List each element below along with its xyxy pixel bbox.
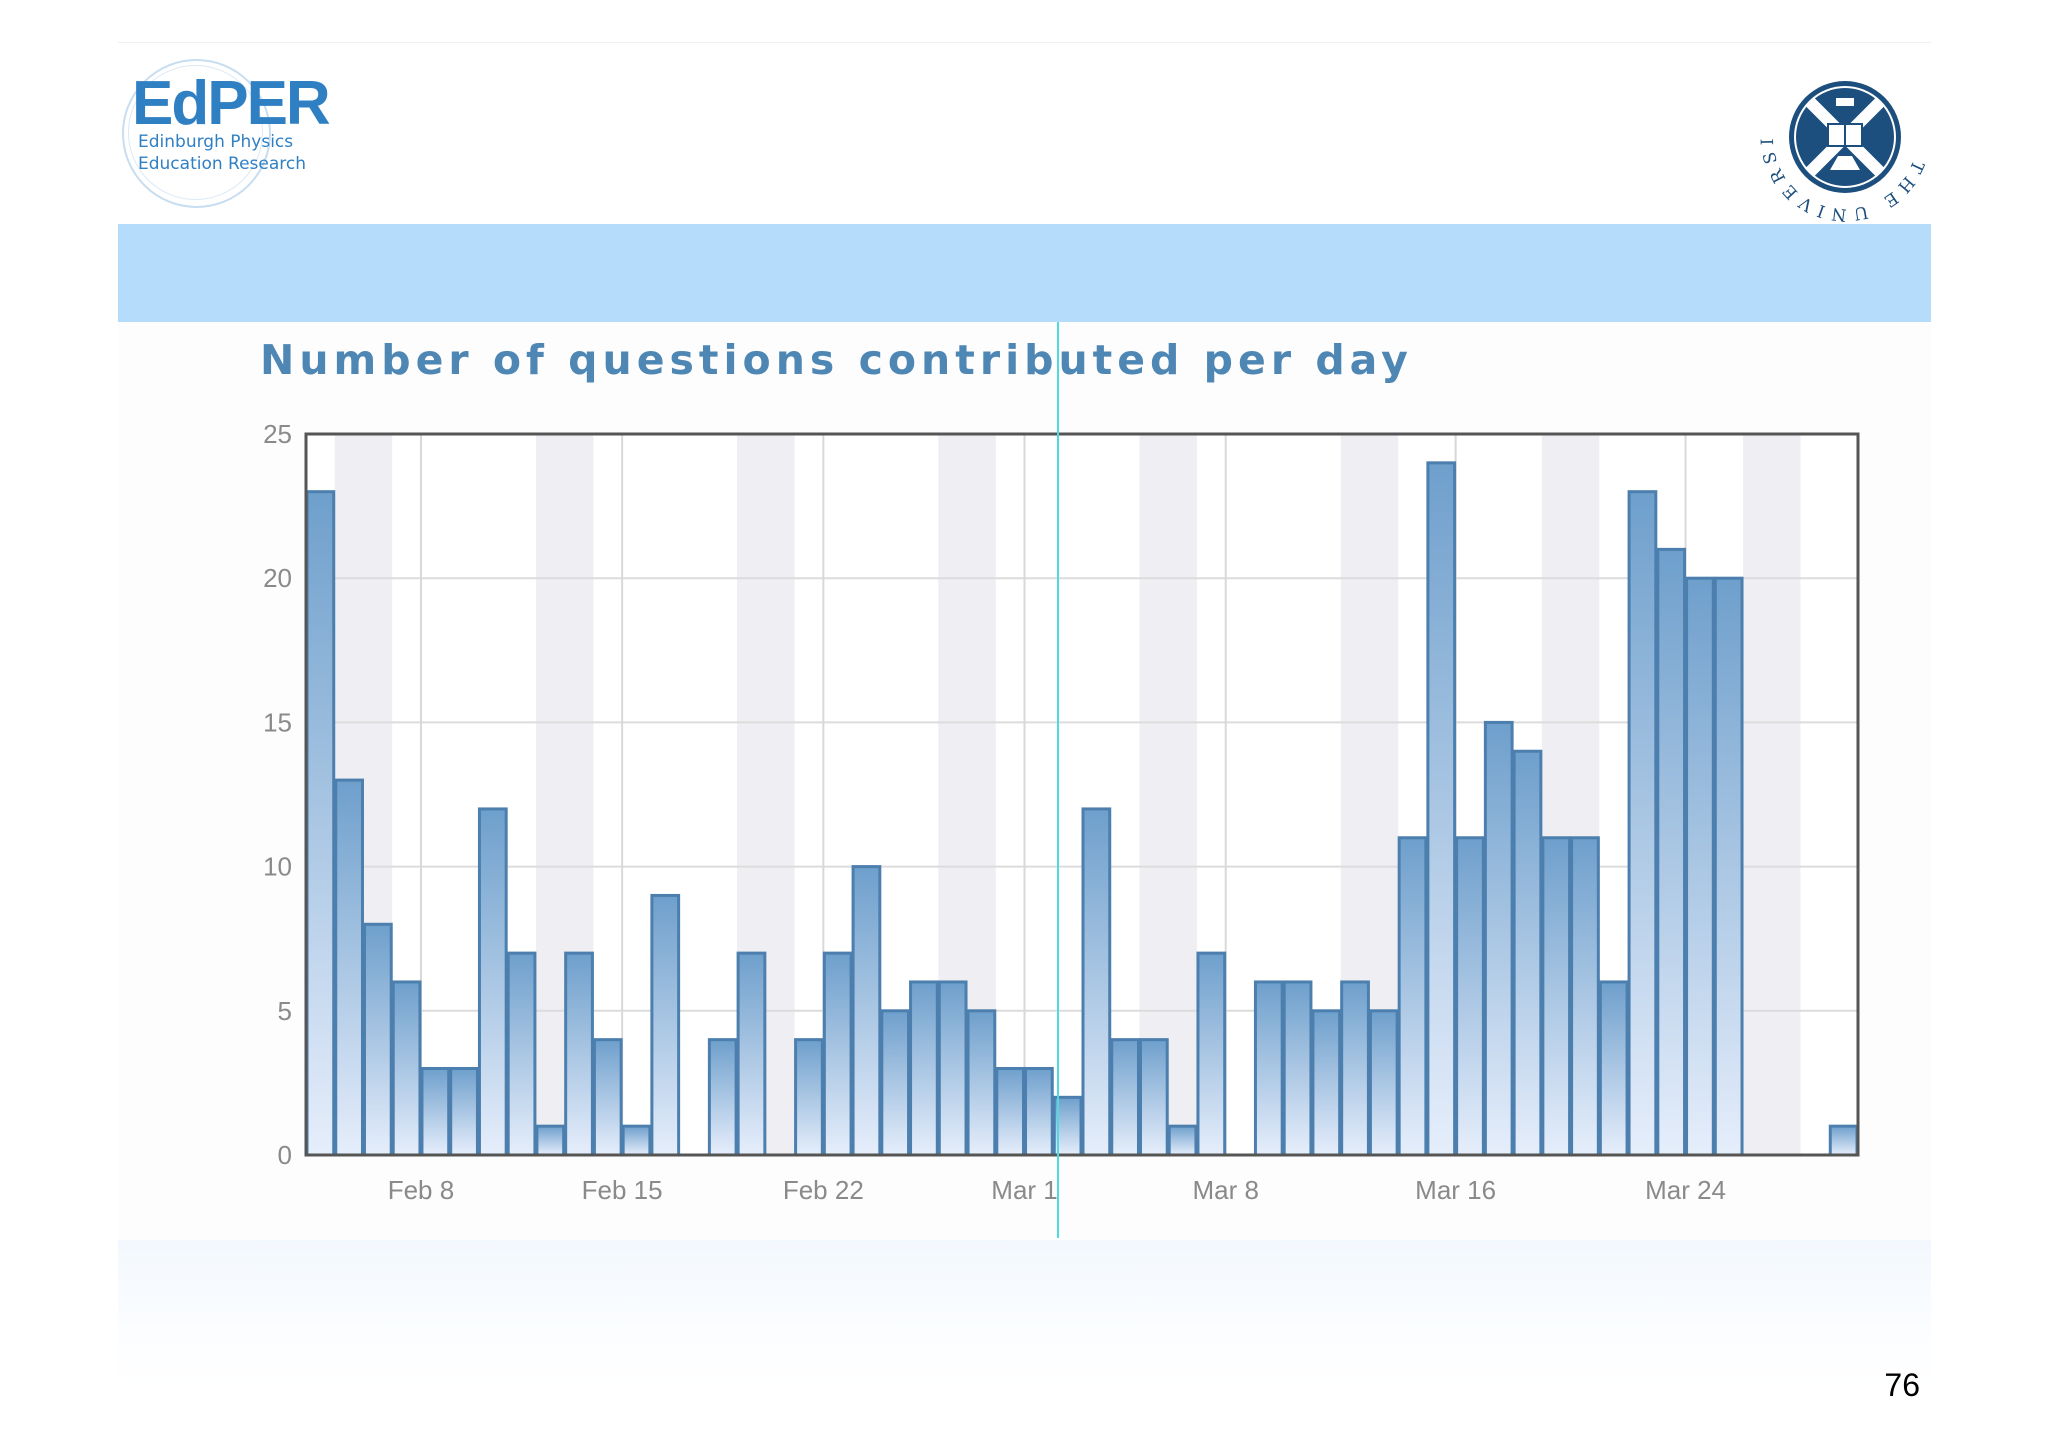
bar bbox=[1685, 576, 1715, 1157]
bar bbox=[420, 1066, 451, 1157]
chart-title: Number of questions contributed per day bbox=[260, 336, 1413, 384]
bar bbox=[1713, 576, 1744, 1157]
bar bbox=[650, 893, 681, 1157]
bar bbox=[1397, 836, 1428, 1157]
x-tick-label: Feb 8 bbox=[388, 1175, 455, 1205]
y-tick-label: 15 bbox=[263, 707, 292, 737]
plot-frame bbox=[304, 432, 1860, 1157]
bar bbox=[1253, 980, 1284, 1157]
bar bbox=[334, 778, 364, 1157]
x-tick-label: Mar 8 bbox=[1192, 1175, 1258, 1205]
bar bbox=[391, 980, 422, 1157]
bar bbox=[1426, 461, 1457, 1157]
bar bbox=[535, 1124, 566, 1157]
edper-logo-line1: Edinburgh Physics bbox=[138, 132, 294, 152]
bar bbox=[1311, 1009, 1342, 1157]
bar bbox=[1081, 807, 1112, 1157]
axes bbox=[304, 432, 1860, 1157]
bar bbox=[1368, 1009, 1399, 1157]
bar bbox=[1598, 980, 1629, 1157]
bar bbox=[1138, 1038, 1169, 1157]
bar bbox=[736, 951, 767, 1157]
edper-logo-line2: Education Research bbox=[138, 154, 307, 174]
edper-logo-ring bbox=[122, 59, 271, 208]
y-tick-label: 0 bbox=[278, 1140, 292, 1170]
top-rule bbox=[118, 42, 1931, 43]
weekend-band bbox=[1139, 434, 1197, 1155]
bar bbox=[1627, 490, 1658, 1157]
bar bbox=[1656, 547, 1687, 1157]
bar bbox=[1110, 1038, 1140, 1157]
y-tick-label: 10 bbox=[263, 852, 292, 882]
edper-logo-subtitle: Edinburgh Physics Education Research bbox=[138, 131, 306, 175]
tick-labels: 0 5 10 15 20 25 Feb 8 Feb 15 Feb 22 Mar 1 Mar 8 Mar… bbox=[263, 419, 1726, 1205]
bar bbox=[1196, 951, 1227, 1157]
bar bbox=[851, 865, 882, 1157]
bar bbox=[449, 1066, 479, 1157]
y-tick-label: 5 bbox=[278, 996, 292, 1026]
bar bbox=[937, 980, 968, 1157]
bar bbox=[362, 922, 393, 1157]
bar bbox=[1570, 836, 1600, 1157]
weekend-band bbox=[1743, 434, 1801, 1155]
y-tick-label: 25 bbox=[263, 419, 292, 449]
bar bbox=[592, 1038, 623, 1157]
x-tick-label: Feb 15 bbox=[582, 1175, 663, 1205]
bar bbox=[1024, 1066, 1054, 1157]
bar bbox=[1828, 1124, 1859, 1157]
bar bbox=[1282, 980, 1313, 1157]
x-tick-label: Feb 22 bbox=[783, 1175, 864, 1205]
edper-logo: EdPER Edinburgh Physics Education Resear… bbox=[118, 55, 348, 215]
footer-fade bbox=[118, 1240, 1931, 1390]
edper-logo-inner-ring bbox=[128, 65, 263, 200]
x-tick-label: Mar 16 bbox=[1415, 1175, 1496, 1205]
bar bbox=[1167, 1124, 1198, 1157]
bar bbox=[909, 980, 939, 1157]
bar bbox=[564, 951, 594, 1157]
edper-logo-mark: EdPER bbox=[132, 69, 331, 138]
bar bbox=[794, 1038, 824, 1157]
bar bbox=[880, 1009, 911, 1157]
university-crest-icon: THE UNIVERSITY OF EDINBURGH bbox=[1750, 37, 1922, 225]
bar bbox=[1541, 836, 1572, 1157]
bar bbox=[477, 807, 508, 1157]
bar bbox=[1512, 749, 1543, 1157]
bar bbox=[305, 490, 336, 1157]
x-tick-label: Mar 24 bbox=[1645, 1175, 1726, 1205]
x-tick-label: Mar 1 bbox=[991, 1175, 1057, 1205]
university-logo: THE UNIVERSITY OF EDINBURGH bbox=[1750, 37, 1930, 225]
bar bbox=[995, 1066, 1026, 1157]
bar bbox=[1483, 720, 1514, 1157]
bar bbox=[1340, 980, 1370, 1157]
slide-number: 76 bbox=[1884, 1367, 1920, 1403]
bar bbox=[506, 951, 537, 1157]
bar bbox=[966, 1009, 997, 1157]
header-band bbox=[118, 224, 1931, 322]
bar bbox=[707, 1038, 738, 1157]
bar bbox=[1455, 836, 1485, 1157]
y-tick-label: 20 bbox=[263, 563, 292, 593]
bar bbox=[822, 951, 853, 1157]
bar bbox=[621, 1124, 652, 1157]
